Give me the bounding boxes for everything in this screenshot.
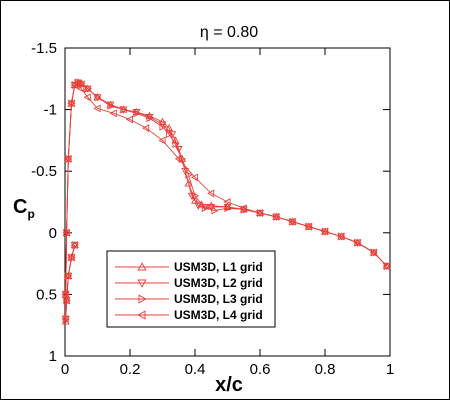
legend-marker-l3 bbox=[138, 294, 147, 304]
data-point-l4 bbox=[158, 136, 166, 145]
data-point-l3 bbox=[240, 205, 248, 214]
x-tick-label: 0.6 bbox=[250, 361, 271, 378]
series-line-l4 bbox=[65, 83, 388, 320]
data-point-l3 bbox=[191, 191, 200, 200]
data-point-l2 bbox=[83, 85, 92, 93]
legend-label-l1: USM3D, L1 grid bbox=[174, 260, 263, 274]
y-axis-label-main: C bbox=[13, 196, 27, 218]
data-point-l3 bbox=[201, 204, 209, 213]
data-point-l2 bbox=[77, 80, 86, 88]
data-point-l3 bbox=[94, 93, 102, 102]
y-tick-label: -1.5 bbox=[31, 40, 57, 57]
y-tick-label: -0.5 bbox=[31, 163, 57, 180]
x-tick-label: 0.8 bbox=[315, 361, 336, 378]
data-point-l2 bbox=[353, 239, 362, 247]
data-point-l4 bbox=[190, 173, 199, 182]
data-point-l3 bbox=[120, 105, 128, 114]
data-point-l4 bbox=[109, 109, 117, 118]
data-point-l2 bbox=[93, 94, 102, 102]
plot-border bbox=[64, 47, 391, 357]
legend-box bbox=[106, 250, 276, 328]
data-point-l2 bbox=[64, 272, 73, 281]
x-tick-label: 1 bbox=[386, 361, 394, 378]
data-point-l4 bbox=[272, 212, 280, 221]
data-point-l2 bbox=[67, 254, 76, 262]
legend-marker-l1 bbox=[137, 262, 147, 271]
legend-marker-l2 bbox=[137, 279, 147, 288]
data-point-l2 bbox=[187, 192, 196, 200]
data-point-l2 bbox=[382, 263, 391, 271]
data-point-l2 bbox=[207, 203, 216, 212]
data-point-l4 bbox=[304, 222, 312, 231]
data-point-l3 bbox=[185, 170, 193, 179]
data-point-l3 bbox=[133, 109, 141, 118]
y-tick-label: 0.5 bbox=[36, 286, 57, 303]
data-point-l3 bbox=[159, 122, 167, 131]
data-point-l4 bbox=[93, 104, 101, 113]
x-tick-label: 0.2 bbox=[120, 361, 141, 378]
data-point-l4 bbox=[255, 209, 264, 218]
data-point-l4 bbox=[67, 253, 75, 262]
data-point-l4 bbox=[239, 204, 247, 213]
data-point-l3 bbox=[178, 154, 187, 163]
data-point-l4 bbox=[320, 227, 329, 236]
data-point-l2 bbox=[369, 249, 378, 257]
data-point-l1 bbox=[184, 179, 193, 187]
x-axis-label: x/c bbox=[215, 374, 243, 396]
legend-label-l3: USM3D, L3 grid bbox=[174, 292, 263, 306]
data-point-l4 bbox=[62, 228, 70, 237]
y-axis-label: Cp bbox=[13, 196, 35, 221]
data-point-l4 bbox=[83, 93, 91, 102]
data-point-l4 bbox=[70, 81, 78, 89]
y-tick-label: 1 bbox=[49, 348, 57, 365]
data-point-l4 bbox=[62, 296, 70, 305]
legend-marker-l4 bbox=[137, 310, 146, 320]
data-point-l1 bbox=[207, 201, 216, 209]
data-point-l4 bbox=[125, 115, 134, 124]
data-point-l4 bbox=[223, 198, 231, 206]
data-point-l4 bbox=[369, 248, 377, 257]
data-point-l4 bbox=[61, 315, 69, 323]
data-point-l4 bbox=[337, 232, 345, 241]
data-point-l3 bbox=[172, 140, 180, 149]
x-tick-label: 0 bbox=[61, 361, 69, 378]
data-point-l2 bbox=[158, 121, 167, 129]
data-point-l3 bbox=[107, 101, 115, 110]
data-point-l4 bbox=[288, 217, 296, 226]
data-point-l4 bbox=[353, 238, 361, 247]
plot-area: 0 0.2 0.4 0.6 0.8 1 -1.5 -1 -0.5 0 0.5 1 USM3D, L1 g… bbox=[31, 40, 394, 378]
data-point-l3 bbox=[146, 114, 154, 123]
data-point-l4 bbox=[207, 189, 215, 198]
data-point-l1 bbox=[171, 136, 180, 144]
y-axis-label-sub: p bbox=[27, 207, 34, 221]
data-point-l2 bbox=[174, 146, 183, 154]
data-point-l4 bbox=[142, 124, 150, 133]
y-tick-label: 0 bbox=[49, 225, 57, 242]
data-point-l3 bbox=[165, 130, 174, 139]
data-point-l3 bbox=[211, 206, 219, 215]
data-point-l4 bbox=[67, 99, 75, 108]
y-tick-label: -1 bbox=[44, 102, 57, 119]
data-point-l4 bbox=[64, 271, 72, 280]
chart-title: η = 0.80 bbox=[200, 24, 258, 41]
legend-label-l2: USM3D, L2 grid bbox=[174, 276, 263, 290]
data-point-l3 bbox=[224, 204, 232, 213]
legend-label-l4: USM3D, L4 grid bbox=[174, 308, 263, 322]
data-point-l2 bbox=[194, 202, 203, 210]
data-point-l4 bbox=[64, 154, 72, 163]
x-tick-label: 0.4 bbox=[185, 361, 206, 378]
data-point-l2 bbox=[70, 242, 79, 250]
data-point-l4 bbox=[174, 154, 182, 163]
data-point-l4 bbox=[61, 290, 69, 299]
data-point-l3 bbox=[84, 84, 92, 93]
data-point-l4 bbox=[70, 241, 78, 250]
data-point-l4 bbox=[382, 262, 390, 271]
